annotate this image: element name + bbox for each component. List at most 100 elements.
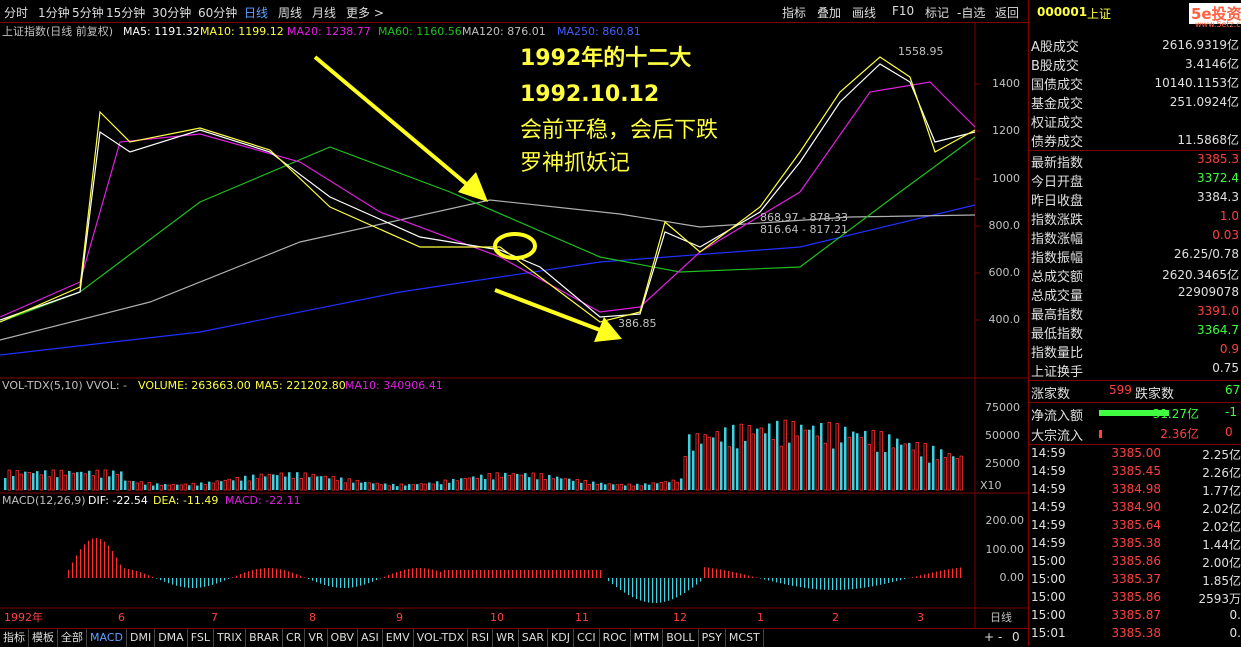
indicator-tab[interactable]: MACD [87, 629, 127, 647]
indicator-tab[interactable]: VR [305, 629, 327, 647]
macd-bar-decor [660, 578, 661, 603]
toolbar-button[interactable]: 叠加 [817, 4, 841, 21]
indicator-tab[interactable]: OBV [328, 629, 358, 647]
volume-bar-decor [276, 475, 279, 490]
indicator-tab[interactable]: EMV [383, 629, 414, 647]
volume-bar-decor [300, 478, 303, 490]
indicator-tab[interactable]: KDJ [548, 629, 574, 647]
indicator-tab[interactable]: RSI [468, 629, 493, 647]
indicator-tab[interactable]: CR [283, 629, 305, 647]
indicator-tab[interactable]: 指标 [0, 629, 29, 647]
row-value: 0.75 [1212, 361, 1239, 375]
volume-bar-decor [292, 478, 295, 490]
row-value: 0.9 [1220, 342, 1239, 356]
macd-bar-decor [124, 568, 125, 578]
period-button[interactable]: 60分钟 [198, 4, 237, 21]
y-axis-label: 1200 [992, 124, 1020, 137]
macd-bar-decor [160, 578, 161, 580]
volume-bar-decor [708, 437, 711, 490]
macd-bar-decor [720, 569, 721, 578]
tick-price: 3384.90 [1111, 500, 1161, 514]
volume-bar-decor [224, 480, 227, 490]
macd-bar-decor [96, 538, 97, 578]
volume-bar-decor [572, 481, 575, 490]
indicator-tab[interactable]: WR [493, 629, 519, 647]
volume-bar-decor [808, 430, 811, 490]
indicator-tab[interactable]: MTM [631, 629, 664, 647]
macd-bar-decor [436, 570, 437, 578]
indicator-tab[interactable]: 全部 [58, 629, 87, 647]
toolbar-button[interactable]: 标记 [925, 4, 949, 21]
macd-bar-decor [500, 570, 501, 578]
row-label: B股成交 [1031, 55, 1079, 74]
x-axis-label: 11 [575, 611, 589, 624]
toolbar-button[interactable]: 画线 [852, 4, 876, 21]
volume-bar-decor [768, 424, 771, 490]
period-button[interactable]: 分时 [4, 4, 28, 21]
zoom-button[interactable]: - [998, 630, 1002, 644]
volume-bar-decor [880, 431, 883, 490]
macd-bar-decor [304, 577, 305, 578]
period-button[interactable]: 日线 [244, 4, 268, 21]
period-button[interactable]: 15分钟 [106, 4, 145, 21]
zoom-button[interactable]: + [984, 630, 994, 644]
macd-bar-decor [316, 578, 317, 582]
period-button[interactable]: 更多 > [346, 4, 384, 21]
volume-bar-decor [396, 486, 399, 490]
volume-bar-decor [360, 483, 363, 490]
macd-bar-decor [644, 578, 645, 602]
period-button[interactable]: 30分钟 [152, 4, 191, 21]
period-button[interactable]: 1分钟 [38, 4, 70, 21]
macd-bar-decor [812, 578, 813, 589]
toolbar-button[interactable]: 指标 [782, 4, 806, 21]
macd-bar-decor [232, 577, 233, 578]
tick-volume: 1.44亿 [1202, 536, 1241, 553]
macd-bar-decor [384, 577, 385, 578]
volume-bar-decor [84, 474, 87, 490]
indicator-tab[interactable]: MCST [726, 629, 764, 647]
indicator-tab[interactable]: 模板 [29, 629, 58, 647]
indicator-tab[interactable]: SAR [519, 629, 548, 647]
row-label: 昨日收盘 [1031, 190, 1083, 209]
macd-bar-decor [568, 570, 569, 578]
indicator-tab[interactable]: VOL-TDX [414, 629, 469, 647]
indicator-tab[interactable]: DMA [155, 629, 188, 647]
volume-bar-decor [352, 483, 355, 490]
volume-bar-decor [280, 473, 283, 490]
period-button[interactable]: 5分钟 [72, 4, 104, 21]
toolbar-button[interactable]: 返回 [995, 4, 1019, 21]
zoom-button[interactable]: 0 [1012, 630, 1020, 644]
volume-header: VOL-TDX(5,10) VVOL: - [2, 379, 127, 392]
tick-price: 3385.64 [1111, 518, 1161, 532]
period-button[interactable]: 月线 [312, 4, 336, 21]
toolbar-button[interactable]: -自选 [957, 4, 985, 21]
row-value: 3.4146亿 [1185, 55, 1239, 72]
indicator-tab[interactable]: FSL [188, 629, 214, 647]
indicator-tab[interactable]: BRAR [246, 629, 283, 647]
indicator-tab[interactable]: DMI [127, 629, 155, 647]
volume-bar-decor [228, 479, 231, 490]
macd-bar-decor [680, 578, 681, 595]
volume-bar-decor [192, 483, 195, 490]
toolbar-button[interactable]: F10 [892, 4, 914, 18]
macd-bar-decor [288, 571, 289, 578]
macd-bar-decor [240, 574, 241, 578]
row-value: 11.5868亿 [1177, 131, 1239, 148]
macd-bar-decor [144, 574, 145, 578]
indicator-tab[interactable]: TRIX [214, 629, 246, 647]
indicator-tab[interactable]: ASI [358, 629, 383, 647]
indicator-tab[interactable]: ROC [600, 629, 631, 647]
indicator-tab[interactable]: CCI [574, 629, 600, 647]
volume-bar-decor [348, 479, 351, 490]
macd-bar-decor [688, 578, 689, 590]
macd-bar-decor [920, 575, 921, 578]
volume-bar-decor [52, 470, 55, 490]
macd-bar-decor [296, 574, 297, 578]
volume-bar-decor [544, 479, 547, 490]
indicator-tab[interactable]: BOLL [663, 629, 698, 647]
macd-bar-decor [668, 578, 669, 601]
period-button[interactable]: 周线 [278, 4, 302, 21]
macd-bar-decor [768, 578, 769, 580]
volume-bar-decor [212, 483, 215, 490]
indicator-tab[interactable]: PSY [699, 629, 726, 647]
